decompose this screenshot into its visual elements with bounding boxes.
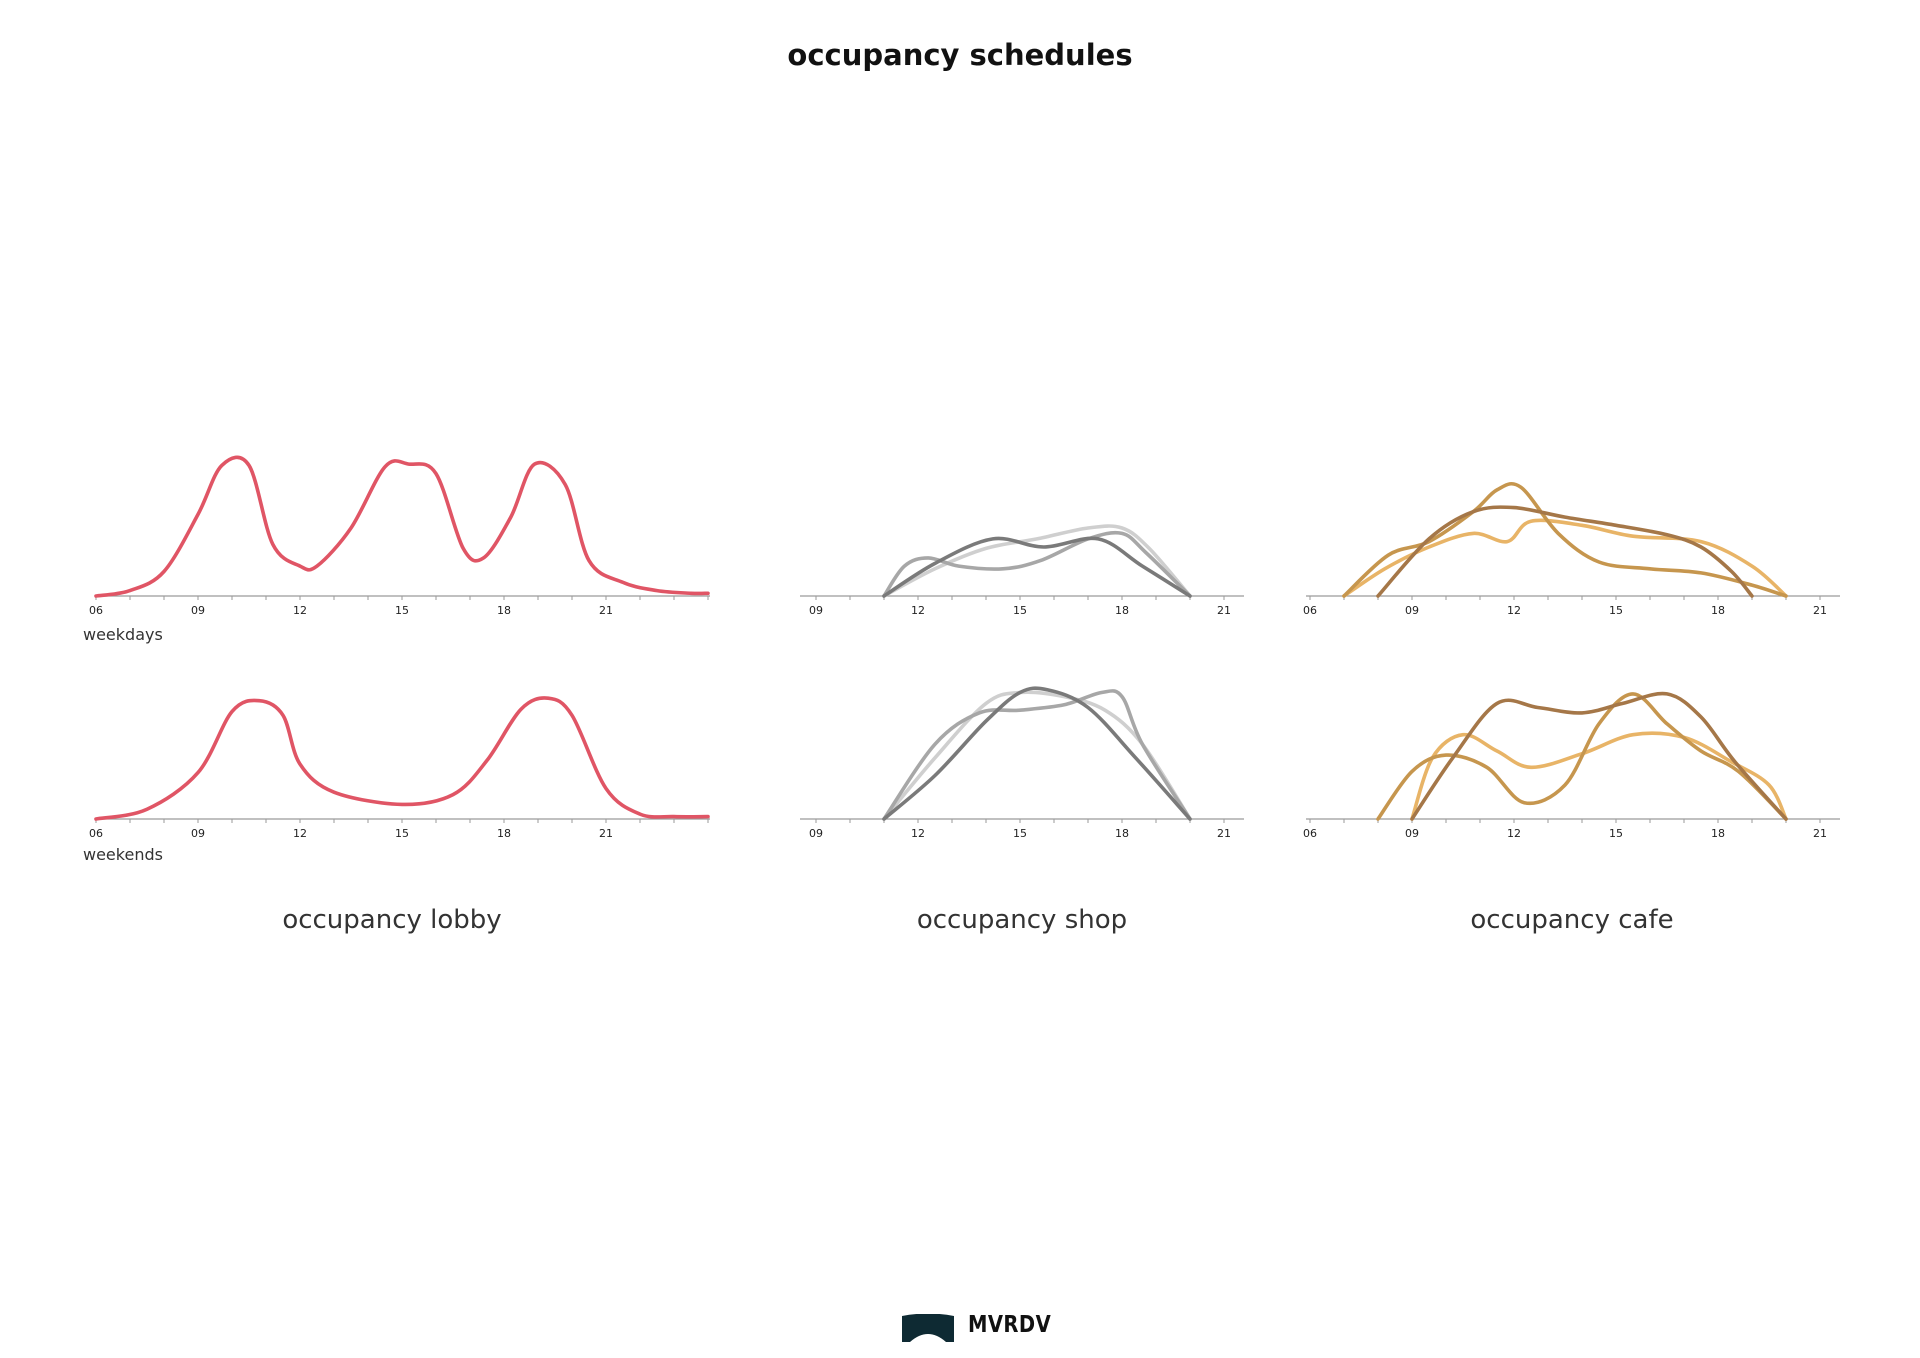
x-tick-label: 18	[497, 604, 511, 617]
x-tick-label: 18	[1115, 827, 1129, 840]
x-tick-label: 09	[191, 604, 205, 617]
series-line-1	[882, 524, 1192, 598]
series-line-1	[94, 696, 710, 821]
series-line-1	[94, 455, 710, 598]
x-tick-label: 12	[1507, 827, 1521, 840]
series-line-1	[882, 690, 1192, 821]
x-tick-label: 15	[1013, 604, 1027, 617]
chart-panel-cafe-weekends: 06 09 12 15 18 21	[1303, 691, 1840, 840]
row-label-weekdays: weekdays	[83, 625, 163, 644]
x-tick-label: 12	[293, 827, 307, 840]
row-label-weekends: weekends	[83, 845, 163, 864]
chart-panel-shop-weekdays: 09 12 15 18 21	[800, 524, 1244, 617]
x-tick-label: 18	[1711, 827, 1725, 840]
x-tick-label: 21	[1813, 604, 1827, 617]
series-line-3	[882, 686, 1192, 821]
x-tick-label: 21	[1217, 604, 1231, 617]
x-tick-label: 21	[599, 604, 613, 617]
x-tick-label: 09	[191, 827, 205, 840]
x-tick-label: 18	[1711, 604, 1725, 617]
x-tick-label: 12	[1507, 604, 1521, 617]
series-line-2	[882, 689, 1192, 821]
x-tick-label: 09	[1405, 604, 1419, 617]
series-line-1	[1410, 731, 1788, 821]
x-tick-label: 12	[293, 604, 307, 617]
x-tick-label: 15	[1609, 827, 1623, 840]
x-tick-label: 15	[1013, 827, 1027, 840]
x-tick-label: 09	[1405, 827, 1419, 840]
x-tick-label: 06	[89, 604, 103, 617]
x-tick-label: 21	[1813, 827, 1827, 840]
series-line-2	[1342, 481, 1788, 598]
caption-cafe: occupancy cafe	[1470, 905, 1674, 935]
x-tick-label: 06	[1303, 604, 1317, 617]
chart-panel-lobby-weekends: 06 09 12 15 18 21	[89, 696, 710, 840]
x-tick-label: 09	[809, 604, 823, 617]
x-tick-label: 09	[809, 827, 823, 840]
x-tick-label: 15	[395, 827, 409, 840]
x-tick-label: 15	[1609, 604, 1623, 617]
series-line-2	[882, 530, 1192, 598]
page-title: occupancy schedules	[787, 38, 1133, 72]
x-tick-label: 21	[1217, 827, 1231, 840]
x-tick-label: 06	[1303, 827, 1317, 840]
mvrdv-logo-mark-icon	[902, 1314, 954, 1342]
chart-panel-shop-weekends: 09 12 15 18 21	[800, 686, 1244, 840]
series-line-3	[1410, 691, 1788, 821]
chart-panel-cafe-weekdays: 06 09 12 15 18 21	[1303, 481, 1840, 617]
x-tick-label: 12	[911, 604, 925, 617]
x-tick-label: 15	[395, 604, 409, 617]
series-line-3	[1376, 505, 1754, 598]
caption-lobby: occupancy lobby	[282, 905, 502, 935]
logo-text: MVRDV	[968, 1312, 1052, 1338]
x-tick-label: 18	[1115, 604, 1129, 617]
series-line-3	[882, 536, 1192, 598]
x-tick-label: 06	[89, 827, 103, 840]
caption-shop: occupancy shop	[916, 905, 1128, 935]
x-tick-label: 18	[497, 827, 511, 840]
series-line-2	[1376, 692, 1788, 821]
x-tick-label: 12	[911, 827, 925, 840]
chart-panel-lobby-weekdays: 06 09 12 15 18 21	[89, 455, 710, 617]
x-tick-label: 21	[599, 827, 613, 840]
